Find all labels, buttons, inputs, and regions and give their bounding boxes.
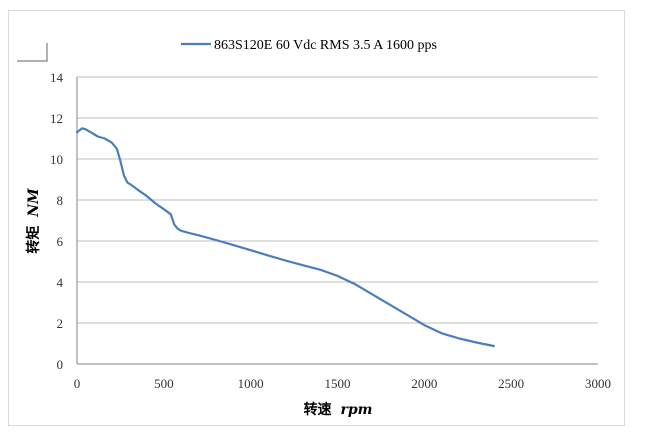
chart-frame: [8, 10, 625, 426]
x-tick-label-1000: 1000: [238, 376, 264, 391]
x-tick-label-2000: 2000: [411, 376, 437, 391]
grid-lines: [77, 76, 598, 324]
x-tick-label-1500: 1500: [325, 376, 351, 391]
y-axis-title-cn: 转矩: [25, 226, 42, 254]
x-tick-label-3000: 3000: [585, 376, 611, 391]
x-tick-labels: 0 500 1000 1500 2000 2500 3000: [74, 376, 611, 391]
x-axis-title-unit: rpm: [340, 402, 372, 418]
y-tick-label-6: 6: [57, 234, 64, 249]
y-tick-label-10: 10: [50, 152, 63, 167]
y-tick-label-2: 2: [57, 316, 64, 331]
y-tick-labels: 0 2 4 6 8 10 12 14: [50, 70, 64, 372]
y-axis-title-unit: NM: [26, 188, 42, 218]
x-tick-label-2500: 2500: [498, 376, 524, 391]
y-tick-label-12: 12: [50, 111, 63, 126]
x-tick-label-500: 500: [154, 376, 174, 391]
y-tick-label-14: 14: [50, 70, 64, 85]
legend: 863S120E 60 Vdc RMS 3.5 A 1600 pps: [181, 38, 437, 53]
x-tick-label-0: 0: [74, 376, 81, 391]
y-tick-label-8: 8: [57, 193, 64, 208]
legend-label: 863S120E 60 Vdc RMS 3.5 A 1600 pps: [214, 38, 437, 53]
corner-mark: [17, 43, 48, 62]
x-axis-title-cn: 转速: [304, 401, 332, 418]
series-line: [75, 127, 495, 348]
y-tick-label-0: 0: [57, 357, 64, 372]
y-tick-label-4: 4: [57, 275, 64, 290]
x-axis-title: 转速 rpm: [304, 401, 373, 418]
y-axis-title: 转矩 NM: [25, 188, 42, 254]
